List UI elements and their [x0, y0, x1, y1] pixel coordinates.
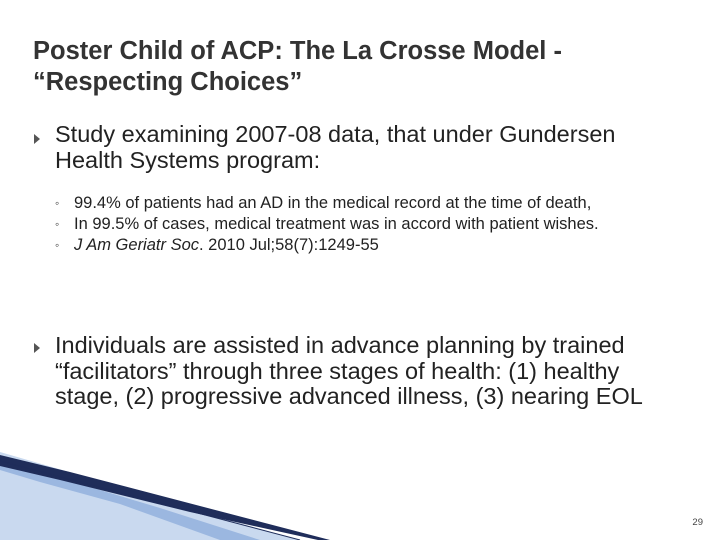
- sub-bullet-item: ◦ In 99.5% of cases, medical treatment w…: [55, 215, 684, 233]
- bullet-arrow-icon: [34, 134, 40, 144]
- sub-bullet-citation: ◦ J Am Geriatr Soc. 2010 Jul;58(7):1249-…: [55, 236, 684, 254]
- sub-bullet-item: ◦ 99.4% of patients had an AD in the med…: [55, 194, 684, 212]
- hollow-circle-icon: ◦: [55, 217, 60, 231]
- hollow-circle-icon: ◦: [55, 238, 60, 252]
- citation-journal: J Am Geriatr Soc: [74, 236, 199, 254]
- slide-title: Poster Child of ACP: The La Crosse Model…: [33, 37, 562, 96]
- sub-bullet-list: ◦ 99.4% of patients had an AD in the med…: [55, 194, 684, 254]
- citation-details: . 2010 Jul;58(7):1249-55: [199, 236, 379, 254]
- bullet-study: Study examining 2007-08 data, that under…: [34, 121, 684, 257]
- bullet-arrow-icon: [34, 343, 40, 353]
- sub-bullet-text: In 99.5% of cases, medical treatment was…: [74, 215, 599, 233]
- sub-bullet-text: 99.4% of patients had an AD in the medic…: [74, 194, 592, 212]
- bullet-text: Study examining 2007-08 data, that under…: [55, 121, 616, 173]
- page-number: 29: [692, 517, 703, 528]
- bullet-text: Individuals are assisted in advance plan…: [55, 332, 643, 409]
- bullet-facilitators: Individuals are assisted in advance plan…: [34, 332, 684, 410]
- hollow-circle-icon: ◦: [55, 196, 60, 210]
